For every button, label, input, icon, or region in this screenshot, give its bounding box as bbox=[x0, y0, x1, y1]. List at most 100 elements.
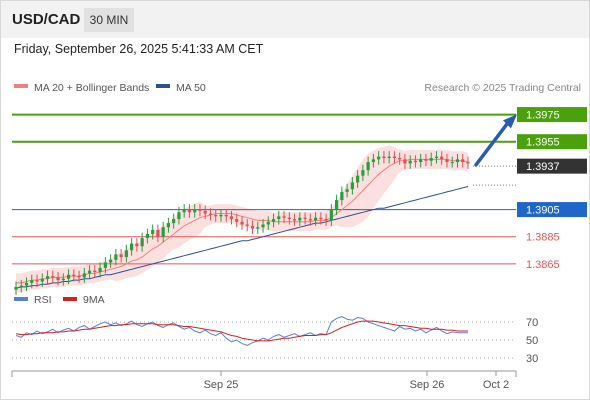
candle bbox=[324, 213, 328, 226]
candle bbox=[277, 210, 281, 225]
candle bbox=[408, 155, 412, 169]
candle bbox=[87, 265, 92, 279]
candle bbox=[303, 212, 307, 225]
candle bbox=[98, 262, 102, 278]
candle bbox=[177, 206, 181, 225]
candle bbox=[445, 153, 449, 168]
ma9-legend-swatch bbox=[63, 297, 77, 301]
candle bbox=[198, 204, 202, 217]
rsi-line bbox=[15, 316, 468, 346]
level-label-1.3975: 1.3975 bbox=[526, 110, 560, 122]
candle bbox=[398, 152, 402, 165]
candle bbox=[229, 210, 234, 225]
ma50-legend-swatch bbox=[156, 84, 170, 88]
candle bbox=[350, 177, 354, 195]
candle bbox=[172, 213, 176, 229]
ma9-legend-label: 9MA bbox=[83, 294, 105, 306]
level-label-1.3865: 1.3865 bbox=[526, 259, 560, 271]
candle bbox=[56, 272, 60, 286]
candle bbox=[313, 212, 318, 226]
ma9-line bbox=[15, 320, 468, 342]
candle bbox=[14, 281, 18, 296]
candle bbox=[51, 270, 55, 283]
candle bbox=[19, 280, 23, 293]
candle bbox=[24, 277, 29, 291]
level-label-1.3937: 1.3937 bbox=[526, 161, 560, 173]
level-label-1.3905: 1.3905 bbox=[526, 205, 560, 217]
candle bbox=[135, 238, 139, 252]
candle bbox=[419, 153, 423, 168]
candle bbox=[214, 209, 218, 222]
rsi-tick-label: 50 bbox=[526, 335, 538, 347]
rsi-legend-swatch bbox=[14, 297, 28, 301]
candle bbox=[450, 156, 454, 168]
candle bbox=[61, 273, 65, 286]
candle bbox=[224, 209, 228, 222]
candle bbox=[219, 209, 223, 222]
candle bbox=[361, 164, 365, 182]
candle bbox=[392, 151, 397, 164]
candle bbox=[40, 273, 44, 287]
candle bbox=[187, 204, 192, 218]
candle bbox=[208, 208, 213, 221]
candle bbox=[382, 151, 386, 164]
rsi-tick-label: 70 bbox=[526, 317, 538, 329]
candle bbox=[77, 270, 81, 283]
candle bbox=[319, 212, 323, 225]
candle bbox=[245, 219, 249, 232]
candle bbox=[329, 204, 333, 226]
candle bbox=[434, 151, 439, 164]
timestamp: Friday, September 26, 2025 5:41:33 AM CE… bbox=[14, 42, 264, 56]
candle bbox=[371, 153, 375, 168]
candle bbox=[30, 274, 34, 289]
pair-title: USD/CAD bbox=[12, 11, 81, 28]
header-bar: USD/CAD 30 MIN bbox=[1, 1, 589, 38]
ma20-legend-label: MA 20 + Bollinger Bands bbox=[34, 82, 149, 94]
candle bbox=[235, 213, 239, 228]
candle bbox=[45, 270, 50, 285]
candle bbox=[130, 238, 134, 256]
candle bbox=[82, 267, 86, 283]
candle bbox=[356, 170, 360, 188]
candle bbox=[292, 213, 297, 226]
candle bbox=[250, 220, 255, 234]
forecast-arrow-head bbox=[503, 114, 517, 129]
candle bbox=[340, 186, 344, 206]
candle bbox=[455, 153, 460, 168]
forecast-arrow-shaft bbox=[474, 119, 511, 167]
candle bbox=[413, 155, 418, 168]
ma20-legend-swatch bbox=[14, 84, 28, 88]
candle bbox=[298, 212, 302, 226]
x-axis-ticks: Sep 25 Sep 26 Oct 2 bbox=[204, 371, 509, 391]
candle bbox=[256, 221, 260, 234]
candle bbox=[182, 204, 186, 218]
candle bbox=[151, 224, 155, 240]
ma50-legend-label: MA 50 bbox=[176, 82, 206, 94]
candle bbox=[203, 205, 207, 220]
candle bbox=[124, 244, 128, 263]
level-label-bg bbox=[517, 134, 587, 150]
level-label-1.3955: 1.3955 bbox=[526, 137, 560, 149]
candle bbox=[72, 269, 76, 282]
candle bbox=[261, 219, 265, 233]
price-levels bbox=[12, 113, 516, 265]
candle bbox=[335, 194, 339, 215]
level-label-1.3885: 1.3885 bbox=[526, 232, 560, 244]
candle bbox=[377, 151, 381, 165]
candle bbox=[403, 153, 407, 169]
candle bbox=[366, 156, 370, 176]
candle bbox=[424, 153, 428, 167]
x-tick-label: Sep 25 bbox=[204, 379, 239, 391]
forecast-arrow bbox=[474, 114, 517, 167]
candle bbox=[266, 216, 270, 230]
candle bbox=[161, 221, 165, 243]
rsi-panel: 70 50 30 bbox=[12, 316, 538, 365]
candle bbox=[271, 213, 276, 228]
rsi-tick-label: 30 bbox=[526, 353, 538, 365]
candle bbox=[282, 210, 286, 224]
candlesticks bbox=[14, 151, 470, 296]
timeframe-button[interactable]: 30 MIN bbox=[84, 8, 134, 32]
source-credit: Research © 2025 Trading Central bbox=[424, 82, 581, 94]
